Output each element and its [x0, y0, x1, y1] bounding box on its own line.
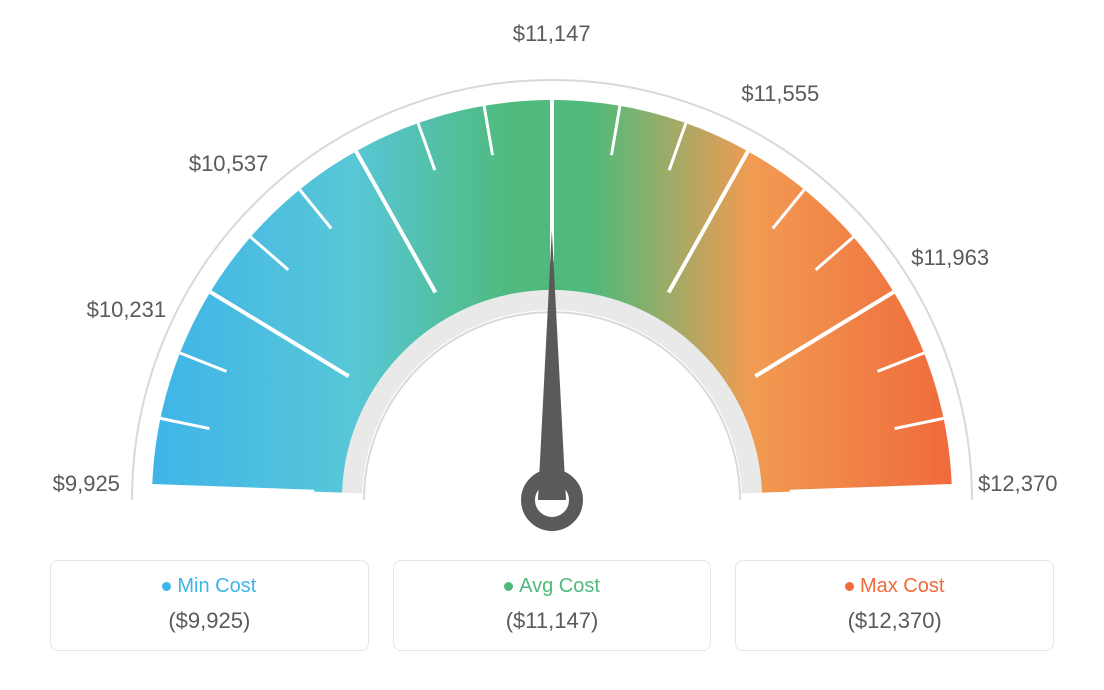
legend-card: Avg Cost ($11,147) — [393, 560, 712, 651]
legend-title-text: Max Cost — [860, 575, 944, 597]
legend-value: ($12,370) — [746, 608, 1043, 634]
gauge-tick-label: $12,370 — [978, 471, 1058, 497]
gauge-tick-label: $11,555 — [741, 81, 819, 107]
chart-container: $9,925 $10,231 $10,537 $11,147 $11,555 $11,96… — [0, 0, 1104, 690]
legend-dot-icon — [504, 582, 513, 591]
legend-card: Min Cost ($9,925) — [50, 560, 369, 651]
legend-row: Min Cost ($9,925) Avg Cost ($11,147) Max Cos… — [30, 560, 1074, 651]
legend-value: ($9,925) — [61, 608, 358, 634]
legend-card: Max Cost ($12,370) — [735, 560, 1054, 651]
legend-title-text: Avg Cost — [519, 575, 600, 597]
legend-title: Max Cost — [746, 575, 1043, 598]
gauge-tick-label: $11,147 — [513, 21, 591, 47]
legend-value: ($11,147) — [404, 608, 701, 634]
gauge-area: $9,925 $10,231 $10,537 $11,147 $11,555 $11,96… — [30, 20, 1074, 560]
gauge-tick-label: $9,925 — [53, 471, 120, 497]
legend-title: Min Cost — [61, 575, 358, 598]
gauge-tick-label: $10,537 — [189, 151, 269, 177]
legend-dot-icon — [162, 582, 171, 591]
gauge-tick-label: $11,963 — [911, 245, 989, 271]
gauge-svg — [30, 20, 1074, 560]
gauge-tick-label: $10,231 — [87, 297, 167, 323]
legend-title-text: Min Cost — [177, 575, 256, 597]
legend-dot-icon — [845, 582, 854, 591]
legend-title: Avg Cost — [404, 575, 701, 598]
